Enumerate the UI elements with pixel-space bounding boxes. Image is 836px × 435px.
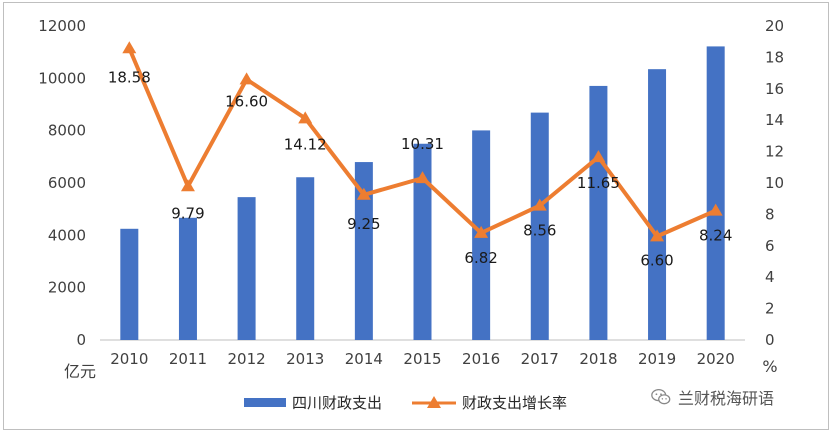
line-marker	[122, 41, 137, 54]
bar	[589, 85, 608, 341]
line-marker	[239, 72, 254, 85]
y-right-tick-label: 12	[765, 143, 784, 161]
x-axis: 2010 2011 2012 2013 2014 2015 2016 2017 2018 2019…	[100, 339, 745, 368]
line-marker	[708, 203, 723, 216]
y-left-tick-label: 2000	[48, 279, 86, 297]
y-right-tick-label: 2	[765, 300, 775, 318]
data-label: 6.82	[464, 249, 497, 267]
x-tick-label: 2019	[638, 350, 676, 368]
y-right-tick-label: 10	[765, 174, 784, 192]
y-left-tick-label: 10000	[38, 69, 86, 87]
chart-frame	[3, 2, 829, 430]
left-axis-unit: 亿元	[64, 362, 96, 381]
data-label: 8.56	[523, 222, 556, 240]
x-tick-label: 2017	[521, 350, 559, 368]
x-tick-label: 2014	[345, 350, 383, 368]
y-left-tick-label: 6000	[48, 174, 86, 192]
y-right-tick-label: 14	[765, 111, 784, 129]
data-label: 6.60	[640, 251, 673, 269]
line-marker	[532, 198, 547, 211]
line-marker	[356, 187, 371, 200]
bar	[530, 112, 549, 340]
line-marker	[180, 179, 195, 192]
legend-bar-label: 四川财政支出	[292, 394, 382, 412]
bar	[706, 46, 725, 340]
data-label: 11.65	[577, 174, 620, 192]
right-axis: 0 2 4 6 8 10 12 14 16 18 20	[765, 17, 784, 349]
y-right-tick-label: 8	[765, 205, 775, 223]
bar	[120, 228, 139, 340]
bar	[296, 177, 315, 340]
y-right-tick-label: 18	[765, 48, 784, 66]
line-marker	[474, 225, 489, 238]
x-tick-label: 2016	[462, 350, 500, 368]
line-marker	[415, 171, 430, 184]
legend: 四川财政支出 财政支出增长率	[244, 394, 567, 412]
line-marker	[650, 229, 665, 242]
x-tick-label: 2020	[697, 350, 735, 368]
y-right-tick-label: 20	[765, 17, 784, 35]
y-left-tick-label: 4000	[48, 226, 86, 244]
watermark: 兰财税海研语	[650, 384, 774, 410]
legend-bar-swatch	[244, 398, 286, 407]
watermark-text: 兰财税海研语	[678, 389, 775, 408]
x-tick-label: 2010	[110, 350, 148, 368]
x-tick-label: 2013	[286, 350, 324, 368]
bar	[178, 217, 197, 340]
x-tick-label: 2012	[227, 350, 265, 368]
data-label: 9.25	[347, 215, 380, 233]
wechat-icon	[651, 389, 671, 405]
legend-triangle-marker	[427, 396, 441, 408]
data-label: 10.31	[401, 135, 444, 153]
y-right-tick-label: 0	[765, 331, 775, 349]
bar	[648, 69, 667, 341]
y-right-tick-label: 6	[765, 237, 775, 255]
line-series	[122, 41, 723, 242]
bar	[413, 143, 432, 340]
legend-line-label: 财政支出增长率	[462, 394, 567, 412]
data-label: 18.58	[108, 68, 151, 86]
data-label: 8.24	[699, 227, 732, 245]
y-right-tick-label: 4	[765, 268, 775, 286]
x-tick-label: 2011	[169, 350, 207, 368]
data-label: 14.12	[284, 135, 327, 153]
y-left-tick-label: 8000	[48, 122, 86, 140]
y-right-tick-label: 16	[765, 80, 784, 98]
y-left-tick-label: 12000	[38, 17, 86, 35]
right-axis-unit: %	[762, 357, 777, 376]
data-labels: 18.58 9.79 16.60 14.12 9.25 10.31 6.82 8.56 11.6…	[108, 68, 733, 269]
line-marker	[298, 111, 313, 124]
bar	[237, 197, 256, 340]
x-tick-label: 2018	[579, 350, 617, 368]
data-label: 16.60	[225, 92, 268, 110]
line-marker	[591, 150, 606, 163]
bar-series	[120, 46, 725, 341]
data-label: 9.79	[171, 204, 204, 222]
bar	[354, 162, 373, 340]
x-tick-label: 2015	[403, 350, 441, 368]
left-axis: 0 2000 4000 6000 8000 10000 12000	[38, 17, 86, 349]
y-left-tick-label: 0	[76, 331, 86, 349]
